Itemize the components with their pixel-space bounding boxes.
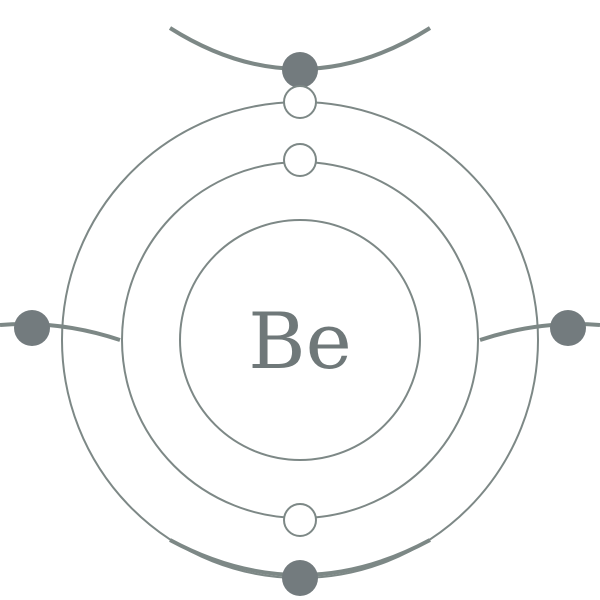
electron-shell2-top bbox=[283, 85, 317, 119]
electron-outer-top bbox=[282, 52, 318, 88]
element-symbol: Be bbox=[248, 297, 351, 387]
outer-orbit-arc-right bbox=[479, 322, 600, 342]
nucleus-circle bbox=[179, 219, 421, 461]
electron-outer-right bbox=[550, 310, 586, 346]
electron-shell1-bottom bbox=[283, 503, 317, 537]
electron-shell1-top bbox=[283, 143, 317, 177]
electron-outer-left bbox=[14, 310, 50, 346]
electron-outer-bottom bbox=[282, 560, 318, 596]
outer-orbit-arc-left bbox=[0, 322, 121, 342]
